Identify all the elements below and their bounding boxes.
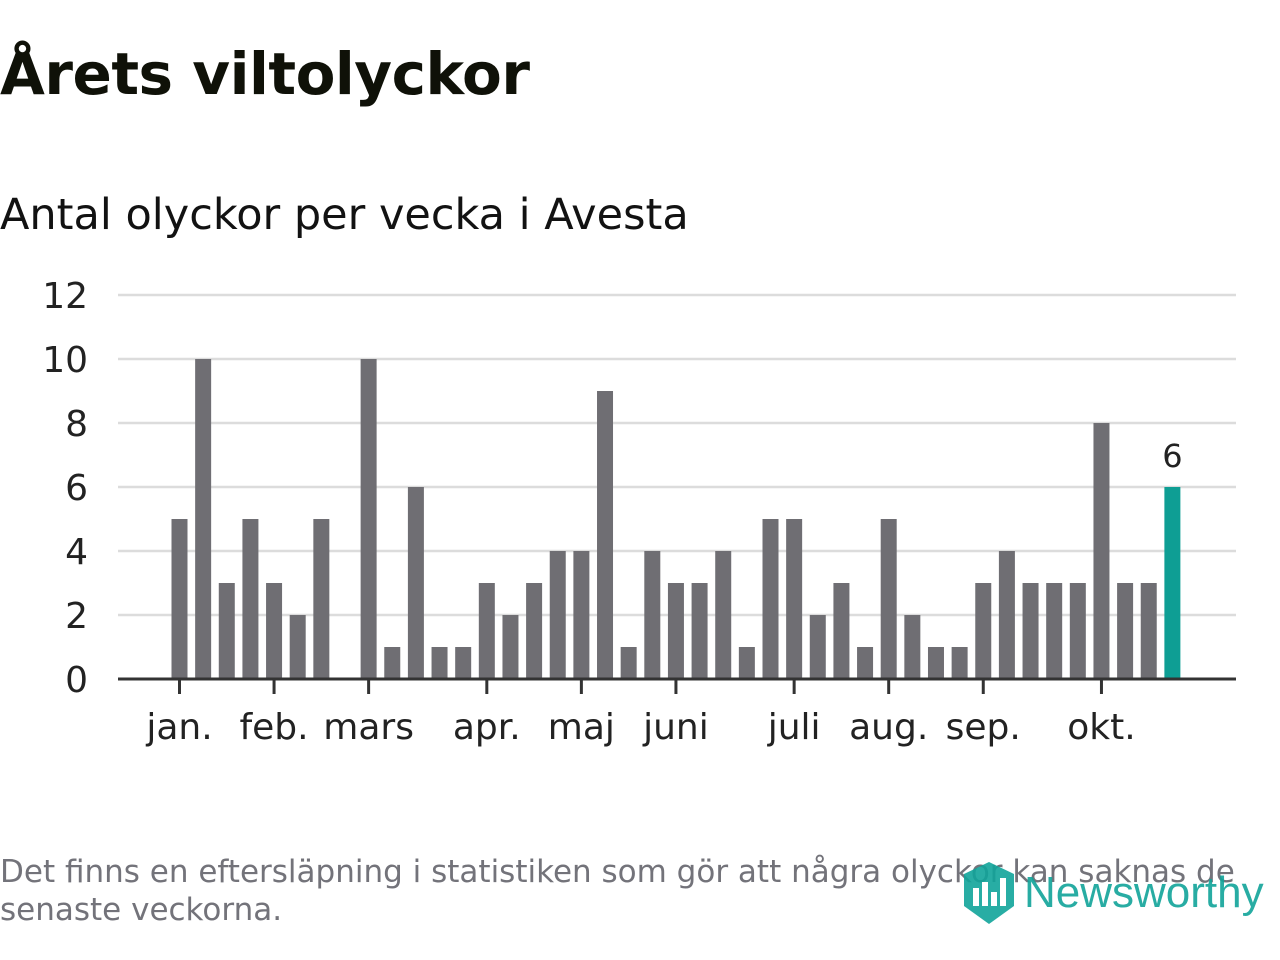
- bar-week-20: [620, 647, 637, 679]
- x-tick-label: okt.: [1067, 707, 1135, 748]
- bar-latest-week: [1164, 487, 1181, 679]
- bar-week-15: [502, 615, 519, 679]
- data-labels: 6: [1162, 437, 1182, 475]
- y-tick-label: 0: [65, 660, 88, 701]
- x-tick-label: feb.: [239, 707, 308, 748]
- bar-week-33: [927, 647, 944, 679]
- y-tick-label: 6: [65, 468, 88, 509]
- bar-week-42: [1140, 583, 1157, 679]
- bar-week-12: [431, 647, 448, 679]
- chart-subtitle: Antal olyckor per vecka i Avesta: [0, 190, 689, 240]
- bar-week-4: [242, 519, 259, 679]
- bar-week-14: [478, 583, 495, 679]
- bar-week-36: [998, 551, 1015, 679]
- bar-week-30: [857, 647, 874, 679]
- bar-week-27: [786, 519, 803, 679]
- grid-lines: [118, 293, 1236, 617]
- bar-week-39: [1069, 583, 1086, 679]
- bar-week-10: [384, 647, 401, 679]
- bar-week-13: [455, 647, 472, 679]
- bar-week-28: [809, 615, 826, 679]
- chart-title: Årets viltolyckor: [0, 40, 530, 108]
- data-label-latest: 6: [1162, 437, 1182, 475]
- x-axis: jan. feb. mars apr. maj juni juli aug. sep. okt.: [118, 677, 1236, 748]
- bar-week-5: [266, 583, 283, 679]
- bar-week-16: [526, 583, 543, 679]
- bar-week-11: [407, 487, 424, 679]
- x-tick-label: apr.: [453, 707, 521, 748]
- y-tick-label: 10: [42, 340, 88, 381]
- x-tick-label: sep.: [946, 707, 1021, 748]
- bar-week-1: [171, 519, 188, 679]
- bar-chart: 0 2 4 6 8 10 12 jan. feb. mars apr. maj juni juli aug…: [42, 276, 1236, 748]
- x-tick-label: juli: [767, 707, 821, 748]
- x-tick-label: maj: [548, 707, 615, 748]
- bar-week-40: [1093, 423, 1110, 679]
- x-tick-label: juni: [642, 707, 709, 748]
- y-tick-label: 4: [65, 532, 88, 573]
- bar-week-29: [833, 583, 850, 679]
- newsworthy-logo[interactable]: Newsworthy: [962, 860, 1264, 926]
- bar-week-25: [738, 647, 755, 679]
- bar-week-24: [715, 551, 732, 679]
- bar-week-34: [951, 647, 968, 679]
- bar-week-35: [975, 583, 992, 679]
- y-tick-label: 12: [42, 276, 88, 317]
- footnote: Det finns en eftersläpning i statistiken…: [0, 854, 1235, 928]
- bar-week-18: [573, 551, 590, 679]
- bar-week-38: [1046, 583, 1063, 679]
- bar-week-2: [195, 359, 212, 679]
- bar-week-23: [691, 583, 708, 679]
- bar-week-37: [1022, 583, 1039, 679]
- bar-week-3: [218, 583, 235, 679]
- bars: [171, 359, 1181, 679]
- bar-week-22: [667, 583, 684, 679]
- bar-week-6: [289, 615, 306, 679]
- bar-week-26: [762, 519, 779, 679]
- bar-week-41: [1117, 583, 1134, 679]
- bar-week-7: [313, 519, 330, 679]
- y-tick-label: 8: [65, 404, 88, 445]
- bar-week-9: [360, 359, 377, 679]
- bar-week-17: [549, 551, 566, 679]
- x-tick-label: mars: [323, 707, 414, 748]
- y-axis-ticks: 0 2 4 6 8 10 12: [42, 276, 88, 701]
- bar-week-32: [904, 615, 921, 679]
- x-tick-label: aug.: [849, 707, 928, 748]
- x-tick-label: jan.: [145, 707, 212, 748]
- y-tick-label: 2: [65, 596, 88, 637]
- newsworthy-logo-text: Newsworthy: [1024, 868, 1264, 917]
- newsworthy-logo-icon: [962, 860, 1016, 926]
- bar-week-21: [644, 551, 661, 679]
- bar-week-31: [880, 519, 897, 679]
- bar-week-19: [597, 391, 614, 679]
